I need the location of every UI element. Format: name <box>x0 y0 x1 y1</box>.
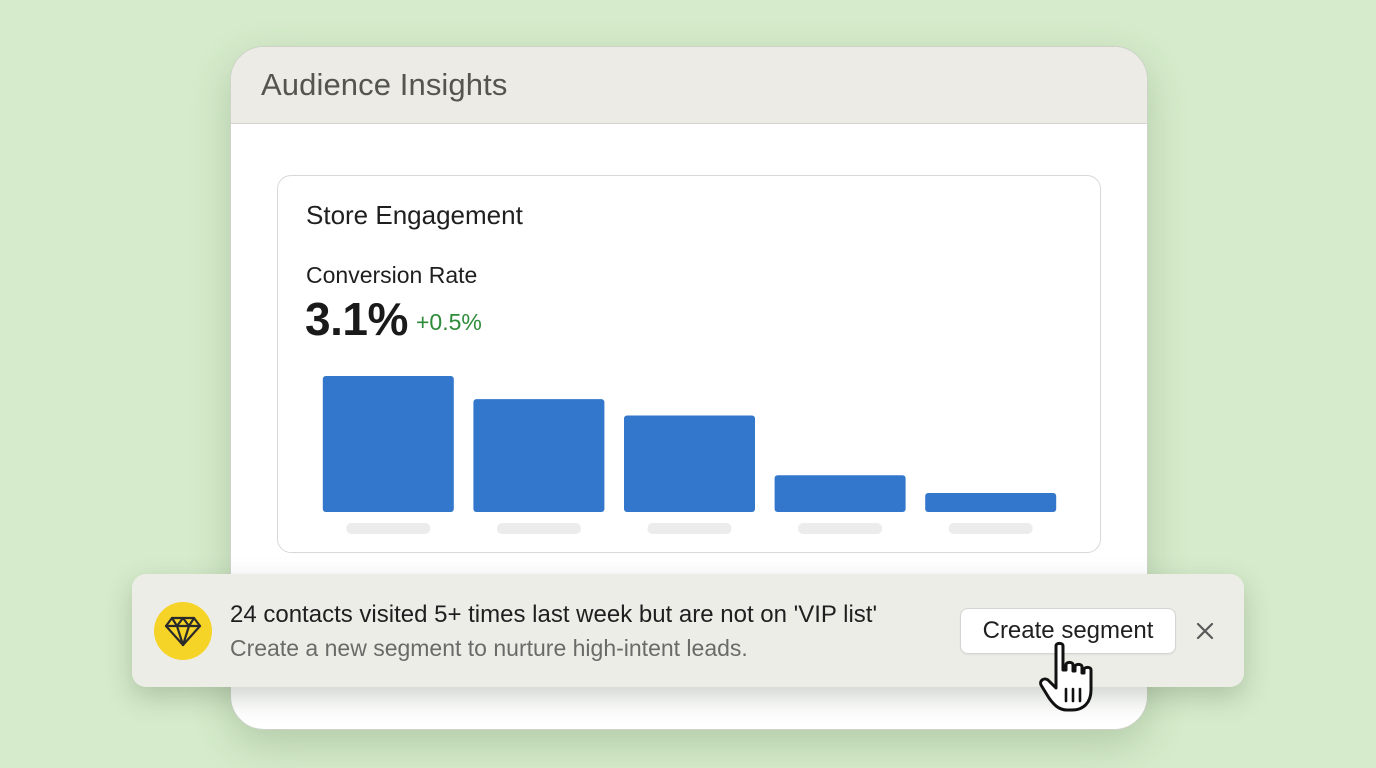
window-title: Audience Insights <box>261 67 508 102</box>
x-tick-label-placeholder <box>647 523 732 534</box>
x-tick-label-placeholder <box>798 523 883 534</box>
card-title: Store Engagement <box>306 200 523 230</box>
engagement-bar-chart <box>322 376 1057 534</box>
metric-label: Conversion Rate <box>306 262 478 288</box>
app-window: Audience Insights Store Engagement Conve… <box>230 46 1148 730</box>
x-tick-label-placeholder <box>496 523 581 534</box>
chart-bar <box>774 475 906 512</box>
chart-bar <box>925 492 1057 512</box>
metric-delta: +0.5% <box>416 309 482 335</box>
close-banner-button[interactable] <box>1190 616 1220 646</box>
hand-pointer-icon <box>1039 641 1093 712</box>
banner-subtext: Create a new segment to nurture high-int… <box>230 635 748 661</box>
gem-badge <box>154 602 212 660</box>
window-header: Audience Insights <box>231 47 1147 124</box>
metric-value: 3.1% <box>305 293 408 345</box>
chart-bar <box>322 376 454 512</box>
chart-bar <box>473 399 605 512</box>
close-icon <box>1196 622 1214 640</box>
chart-bar <box>624 415 755 512</box>
create-segment-button[interactable]: Create segment <box>960 608 1176 654</box>
banner-headline: 24 contacts visited 5+ times last week b… <box>230 601 878 628</box>
x-tick-label-placeholder <box>346 523 431 534</box>
gem-icon <box>164 616 202 647</box>
store-engagement-card: Store Engagement Conversion Rate 3.1% +0… <box>277 175 1101 553</box>
x-tick-label-placeholder <box>948 523 1033 534</box>
